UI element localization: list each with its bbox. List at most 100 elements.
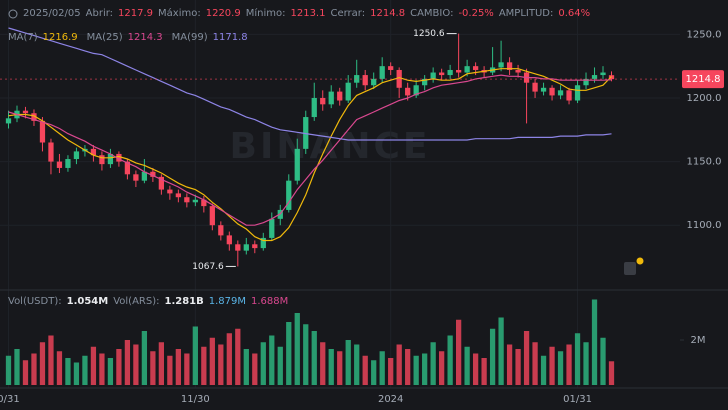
volume-bar (600, 337, 606, 385)
candle-body (337, 91, 343, 101)
volume-bar (22, 360, 29, 385)
volume-bar (320, 342, 326, 385)
candle-body (566, 90, 572, 101)
volume-bar (107, 358, 114, 385)
ma-line (8, 27, 612, 141)
volume-bar (167, 355, 173, 385)
volume-bar (209, 337, 215, 385)
candle-body (405, 87, 411, 96)
volume-bar (14, 349, 20, 385)
date: 2025/02/05 (23, 8, 81, 19)
candle-body (294, 148, 300, 181)
last-price-tag (682, 70, 724, 89)
label: Cerrar: (330, 8, 366, 19)
candle-body (65, 159, 71, 168)
volume-bar (141, 331, 148, 385)
candle-body (422, 78, 428, 86)
volume-bar (388, 358, 394, 385)
volume-bar (192, 326, 198, 385)
ohlc-header: 2025/02/05 Abrir: 1217.9 Máximo: 1220.9 Mí… (8, 8, 590, 19)
label: AMPLITUD: (498, 8, 554, 19)
candle-body (158, 176, 165, 190)
min-label: 1067.6 (192, 262, 224, 272)
candle-body (472, 66, 479, 70)
volume-bar (447, 335, 453, 385)
note-dot (636, 257, 644, 265)
candle-body (362, 75, 368, 86)
volume-bar (430, 342, 436, 385)
ma-header: MA(7) 1216.9 MA(25) 1214.3 MA(99) 1171.8 (8, 32, 252, 43)
candle-body (150, 171, 156, 177)
x-tick-label: 2024 (378, 394, 403, 405)
candle-body (184, 197, 190, 203)
label: Mínimo: (245, 8, 286, 19)
volume-bar (481, 358, 487, 385)
candle-body (90, 148, 97, 156)
ma-name: MA(7) (8, 32, 38, 43)
value: 1214.8 (370, 8, 406, 19)
volume-bar (99, 353, 105, 385)
x-tick-label: 01/31 (563, 394, 592, 405)
ma-value: 1216.9 (42, 32, 78, 43)
candle-body (22, 110, 29, 114)
volume-bar (422, 353, 428, 385)
candle-body (269, 218, 275, 238)
candle-body (464, 66, 470, 73)
volume-bar (413, 355, 419, 385)
volume-bar (515, 349, 521, 385)
volume-bar (532, 342, 538, 385)
volume-bar (498, 317, 504, 385)
candle-body (396, 69, 402, 88)
volume-ma-value: 1.879M (208, 296, 247, 307)
volume-label: Vol(ARS): (113, 296, 160, 307)
volume-tick-label: 2M (691, 335, 706, 346)
volume-bar (116, 349, 122, 385)
candle-body (99, 155, 105, 165)
volume-bar (226, 333, 232, 385)
candle-body (175, 193, 181, 198)
volume-bar (379, 351, 385, 385)
ma-name: MA(25) (86, 32, 123, 43)
candle-body (311, 97, 317, 118)
volume-bar (337, 351, 343, 385)
volume-bar (90, 346, 97, 385)
label: CAMBIO: (410, 8, 454, 19)
candle-body (124, 161, 131, 175)
candle-body (532, 82, 538, 92)
candle-body (574, 85, 581, 101)
volume-bar (540, 355, 547, 385)
volume-bar (396, 344, 402, 385)
note-icon[interactable] (624, 262, 636, 275)
candle-body (209, 206, 215, 226)
volume-bar (328, 349, 334, 385)
volume-bar (158, 342, 165, 385)
volume-bar (133, 344, 139, 385)
volume-bar (286, 322, 292, 385)
candle-body (345, 82, 351, 101)
candle-body (133, 174, 139, 181)
volume-bar (124, 340, 131, 385)
volume-bar (56, 351, 63, 385)
y-tick-label: 1250.0 (687, 29, 722, 40)
candle-body (107, 153, 114, 165)
volume-ma-value: 1.688M (251, 296, 289, 307)
volume-bar (201, 346, 207, 385)
volume-header: Vol(USDT): 1.054M Vol(ARS): 1.281B 1.879M 1.6… (8, 296, 288, 307)
y-tick-label: 1200.0 (687, 93, 722, 104)
ma-line (8, 68, 612, 242)
volume-bar (523, 331, 530, 385)
ma-name: MA(99) (171, 32, 208, 43)
watermark: BINANCE (230, 126, 431, 167)
candle-body (371, 78, 377, 86)
candle-body (583, 78, 589, 86)
volume-value: 1.281B (164, 296, 204, 307)
volume-bar (591, 299, 598, 385)
candle-body (286, 180, 292, 210)
candle-body (515, 69, 521, 73)
volume-bar (235, 328, 241, 385)
x-tick-label: 11/30 (181, 394, 210, 405)
candle-body (201, 199, 207, 207)
volume-bar (294, 313, 300, 385)
